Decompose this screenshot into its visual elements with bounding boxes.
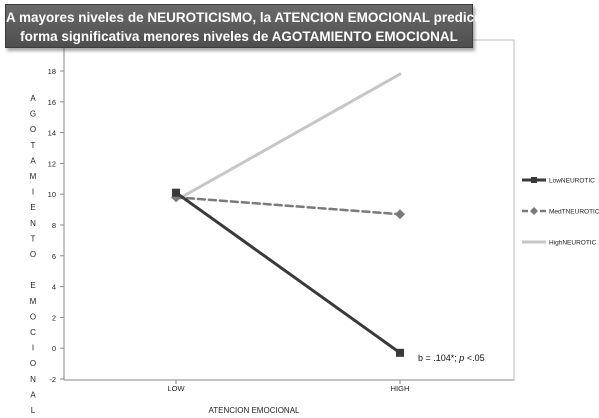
- series-line-MedTNEUROTIC: [174, 196, 402, 216]
- data-point-LowNEUROTIC-LOW: [172, 188, 180, 197]
- legend-label-MedTNEUROTIC: MedTNEUROTIC: [549, 209, 599, 216]
- annotation-suffix: <.05: [464, 353, 484, 363]
- data-point-LowNEUROTIC-HIGH: [396, 348, 404, 357]
- y-title-letter: M: [30, 297, 37, 306]
- chart-title-line-1: A mayores niveles de NEUROTICISMO, la AT…: [6, 10, 502, 25]
- x-ticks: LOW HIGH: [167, 380, 409, 393]
- y-title-letter: E: [30, 281, 35, 290]
- y-tick-label: 0: [52, 344, 56, 353]
- y-title-letter: T: [31, 141, 36, 150]
- chart-title-line-2: forma significativa menores niveles de A…: [20, 29, 458, 44]
- y-title-letter: A: [30, 156, 36, 165]
- y-title-letter: C: [30, 328, 36, 337]
- series-line-HighNEUROTIC: [174, 72, 402, 202]
- x-axis-title: ATENCION EMOCIONAL: [209, 406, 301, 415]
- y-title-letter: I: [32, 188, 34, 197]
- y-tick-label: -2: [49, 375, 56, 384]
- y-tick-label: 18: [48, 67, 56, 76]
- y-tick-label: 6: [52, 252, 56, 261]
- y-title-letter: O: [30, 125, 36, 134]
- chart-title-box: A mayores niveles de NEUROTICISMO, la AT…: [5, 4, 502, 48]
- x-tick-label: HIGH: [391, 384, 410, 393]
- y-title-letter: O: [30, 250, 36, 259]
- legend-marker-MedTNEUROTIC: [530, 207, 538, 215]
- y-tick-label: 12: [48, 159, 56, 168]
- y-title-letter: N: [30, 219, 36, 228]
- y-tick-label: 10: [48, 190, 56, 199]
- y-title-letter: M: [30, 172, 37, 181]
- y-tick-label: 4: [52, 283, 56, 292]
- y-tick-label: 14: [48, 129, 56, 138]
- y-title-letter: I: [32, 344, 34, 353]
- series-line-LowNEUROTIC: [174, 191, 402, 355]
- annotation-italic: p: [458, 353, 464, 363]
- plot-area: [63, 39, 515, 381]
- series-lines: [171, 72, 405, 357]
- data-point-MedTNEUROTIC-HIGH: [395, 209, 405, 220]
- legend-marker-LowNEUROTIC: [531, 177, 537, 183]
- legend-label-LowNEUROTIC: LowNEUROTIC: [549, 178, 595, 185]
- x-tick-label: LOW: [167, 384, 185, 393]
- y-title-letter: O: [30, 312, 36, 321]
- annotation-prefix: b = .104*;: [418, 353, 459, 363]
- y-title-letter: A: [30, 390, 36, 399]
- y-title-letter: O: [30, 359, 36, 368]
- y-title-letter: G: [30, 110, 36, 119]
- y-title-letter: E: [30, 203, 35, 212]
- y-tick-label: 2: [52, 313, 56, 322]
- y-ticks: -2 0 2 4 6 8 10 12 14 16 18: [48, 67, 64, 384]
- y-title-letter: L: [31, 406, 36, 415]
- y-tick-label: 8: [52, 221, 56, 230]
- y-title-letter: N: [30, 375, 36, 384]
- annotation-text: b = .104*; p <.05: [418, 353, 485, 363]
- y-title-letter: T: [31, 234, 36, 243]
- y-title-letter: A: [30, 94, 36, 103]
- legend-label-HighNEUROTIC: HighNEUROTIC: [549, 240, 597, 247]
- legend: LowNEUROTIC MedTNEUROTIC HighNEUROTIC: [522, 177, 599, 247]
- y-tick-label: 16: [48, 98, 56, 107]
